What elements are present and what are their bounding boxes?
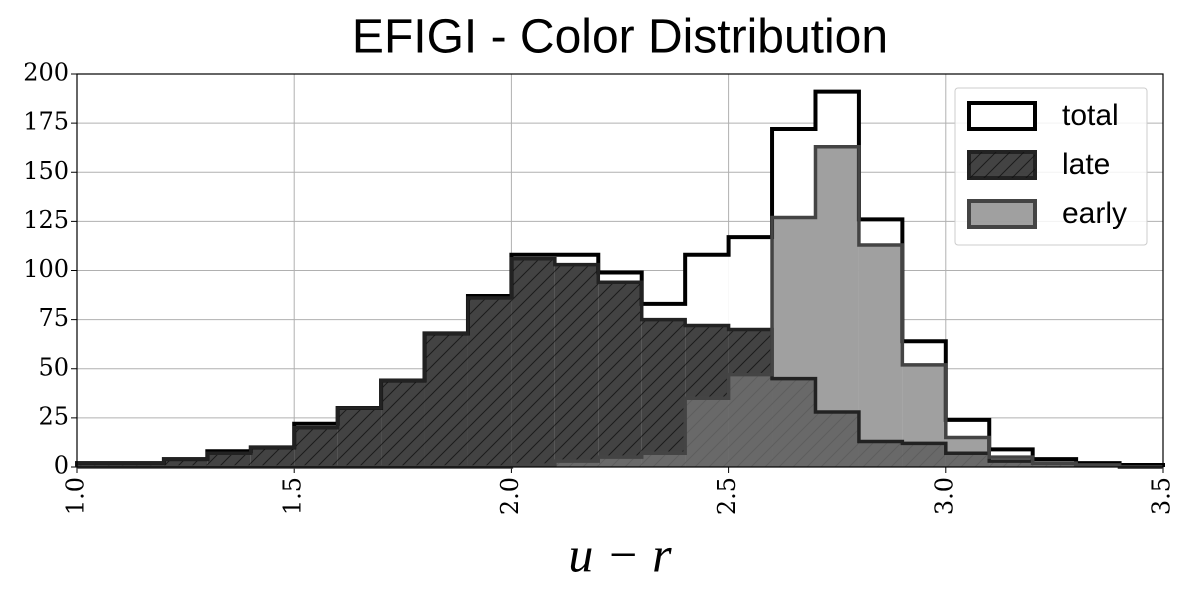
x-tick-label: 1.5	[279, 477, 307, 515]
legend: total late early	[954, 87, 1148, 246]
x-tick-label: 2.0	[496, 477, 524, 515]
x-tick-label: 3.0	[930, 477, 958, 515]
histogram-bar	[598, 457, 642, 467]
legend-label: early	[1062, 197, 1127, 230]
y-tick-label: 50	[38, 353, 69, 381]
hatch	[511, 258, 555, 467]
chart-title: EFIGI - Color Distribution	[352, 11, 888, 64]
y-tick-label: 200	[23, 59, 69, 87]
hatch	[467, 298, 512, 467]
hatch	[294, 427, 338, 467]
legend-label: late	[1062, 148, 1110, 181]
y-tick-label: 0	[54, 452, 69, 480]
x-axis-label: u − r	[568, 526, 672, 582]
x-tick-label: 1.0	[62, 477, 90, 515]
plot-frame	[76, 73, 1164, 468]
hatch	[641, 319, 686, 467]
x-tick-label: 2.5	[713, 477, 741, 515]
histogram-outline	[75, 256, 1163, 469]
hatch	[381, 380, 425, 467]
histogram-bar	[728, 374, 773, 467]
histogram-bar	[1032, 463, 1077, 467]
hatch	[969, 152, 1035, 178]
hatch	[207, 453, 251, 467]
legend-swatch	[967, 199, 1037, 229]
histogram-bar	[641, 453, 686, 467]
hatch	[598, 282, 642, 467]
y-tick-label: 25	[38, 402, 69, 430]
histogram-bar	[815, 146, 859, 467]
histogram-bar	[858, 244, 903, 467]
y-tick-label: 100	[23, 255, 69, 283]
legend-label: total	[1062, 99, 1119, 132]
histogram-bar	[902, 364, 946, 467]
x-tick-label: 3.5	[1148, 477, 1176, 515]
y-tick-label: 125	[23, 206, 69, 234]
legend-swatch	[967, 101, 1037, 131]
histogram-bar	[772, 217, 816, 467]
y-tick-label: 75	[38, 304, 69, 332]
hatch	[250, 447, 295, 467]
hatch	[554, 264, 599, 467]
hatch	[424, 333, 468, 467]
histogram-bar	[554, 461, 599, 467]
y-tick-label: 175	[23, 108, 69, 136]
plot-area: 0 25 50 75 100 125 150 175 200 1.0 1.5 2.0 2.5 3.0 3.5…	[23, 59, 1175, 516]
hatch	[163, 459, 208, 467]
y-tick-label: 150	[23, 157, 69, 185]
hatch	[337, 408, 382, 467]
histogram-bar	[685, 398, 729, 467]
